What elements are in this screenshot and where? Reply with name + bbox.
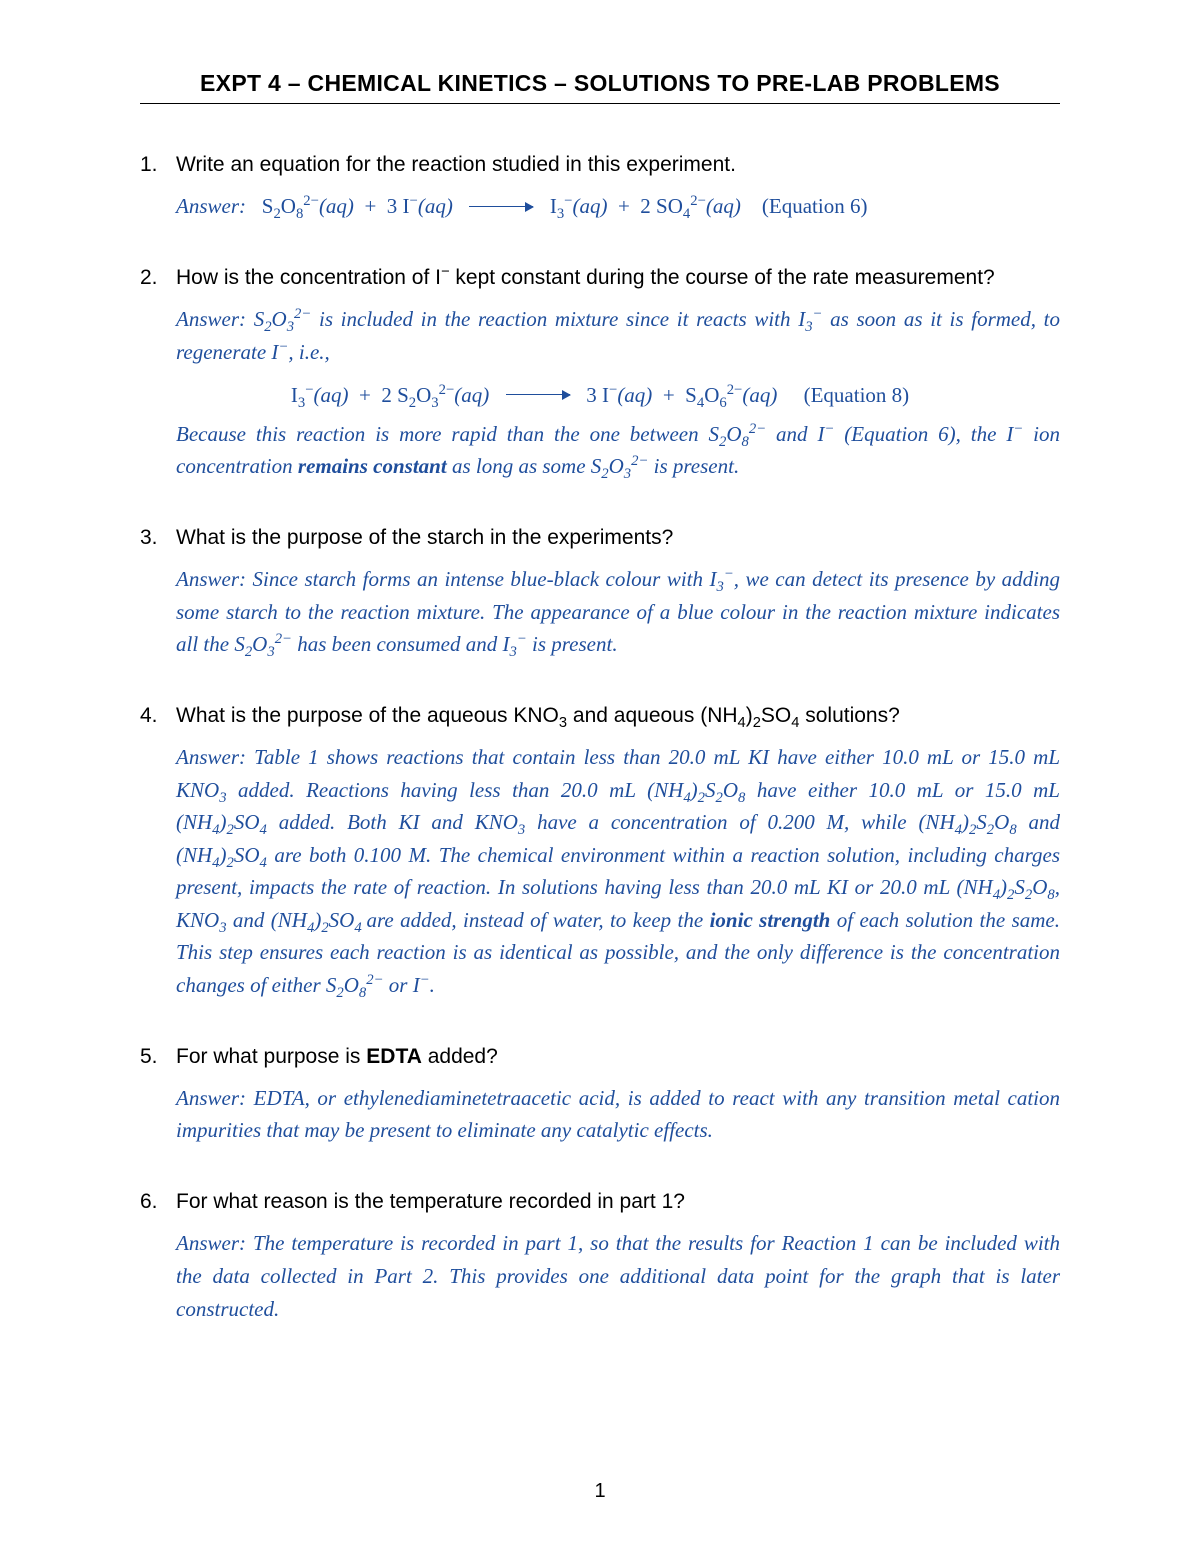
answer-label: Answer: (176, 1086, 246, 1110)
question-row: 4. What is the purpose of the aqueous KN… (140, 701, 1060, 731)
question-number: 3. (140, 523, 176, 553)
answer-text: Because this reaction is more rapid than… (176, 422, 1060, 479)
question-block-3: 3. What is the purpose of the starch in … (140, 523, 1060, 661)
answer-label: Answer: (176, 567, 246, 591)
answer-text: The temperature is recorded in part 1, s… (176, 1231, 1060, 1320)
question-text: What is the purpose of the aqueous KNO3 … (176, 701, 1060, 731)
answer-6: Answer: The temperature is recorded in p… (176, 1227, 1060, 1325)
answer-text: Table 1 shows reactions that contain les… (176, 745, 1060, 997)
answer-4: Answer: Table 1 shows reactions that con… (176, 741, 1060, 1001)
equation-ref: (Equation 8) (804, 383, 910, 407)
answer-label: Answer: (176, 1231, 246, 1255)
equation-8: I3−(aq) + 2 S2O32−(aq) 3 I−(aq) + S4O62−… (140, 383, 1060, 408)
question-text: What is the purpose of the starch in the… (176, 523, 1060, 553)
question-block-4: 4. What is the purpose of the aqueous KN… (140, 701, 1060, 1002)
title-divider (140, 103, 1060, 104)
question-number: 2. (140, 263, 176, 293)
answer-5: Answer: EDTA, or ethylenediaminetetraace… (176, 1082, 1060, 1147)
answer-label: Answer: (176, 745, 246, 769)
question-block-5: 5. For what purpose is EDTA added? Answe… (140, 1042, 1060, 1148)
emphasis-text: remains constant (298, 454, 447, 478)
document-page: EXPT 4 – CHEMICAL KINETICS – SOLUTIONS T… (0, 0, 1200, 1553)
question-number: 5. (140, 1042, 176, 1072)
answer-text: EDTA, or ethylenediaminetetraacetic acid… (176, 1086, 1060, 1143)
reaction-arrow-icon (469, 206, 533, 207)
answer-label: Answer: (176, 194, 246, 218)
answer-1: Answer: S2O82−(aq) + 3 I−(aq) I3−(aq) + … (176, 190, 1060, 223)
answer-label: Answer: (176, 307, 246, 331)
emphasis-text: ionic strength (710, 908, 831, 932)
page-number: 1 (0, 1480, 1200, 1503)
answer-text: Since starch forms an intense blue-black… (176, 567, 1060, 656)
reaction-arrow-icon (506, 394, 570, 395)
answer-3: Answer: Since starch forms an intense bl… (176, 563, 1060, 661)
answer-2b: Because this reaction is more rapid than… (176, 418, 1060, 483)
question-text: For what purpose is EDTA added? (176, 1042, 1060, 1072)
question-row: 6. For what reason is the temperature re… (140, 1187, 1060, 1217)
question-text: For what reason is the temperature recor… (176, 1187, 1060, 1217)
question-row: 5. For what purpose is EDTA added? (140, 1042, 1060, 1072)
answer-2a: Answer: S2O32− is included in the reacti… (176, 303, 1060, 368)
question-row: 1. Write an equation for the reaction st… (140, 150, 1060, 180)
question-number: 1. (140, 150, 176, 180)
equation-6: S2O82−(aq) + 3 I−(aq) I3−(aq) + 2 SO42−(… (262, 194, 746, 218)
question-row: 2. How is the concentration of I− kept c… (140, 263, 1060, 293)
question-block-2: 2. How is the concentration of I− kept c… (140, 263, 1060, 483)
page-title: EXPT 4 – CHEMICAL KINETICS – SOLUTIONS T… (140, 70, 1060, 97)
equation-ref: (Equation 6) (762, 194, 868, 218)
question-number: 4. (140, 701, 176, 731)
question-block-6: 6. For what reason is the temperature re… (140, 1187, 1060, 1325)
question-row: 3. What is the purpose of the starch in … (140, 523, 1060, 553)
question-number: 6. (140, 1187, 176, 1217)
question-text: How is the concentration of I− kept cons… (176, 263, 1060, 293)
question-text: Write an equation for the reaction studi… (176, 150, 1060, 180)
answer-text: S2O32− is included in the reaction mixtu… (176, 307, 1060, 364)
question-block-1: 1. Write an equation for the reaction st… (140, 150, 1060, 223)
